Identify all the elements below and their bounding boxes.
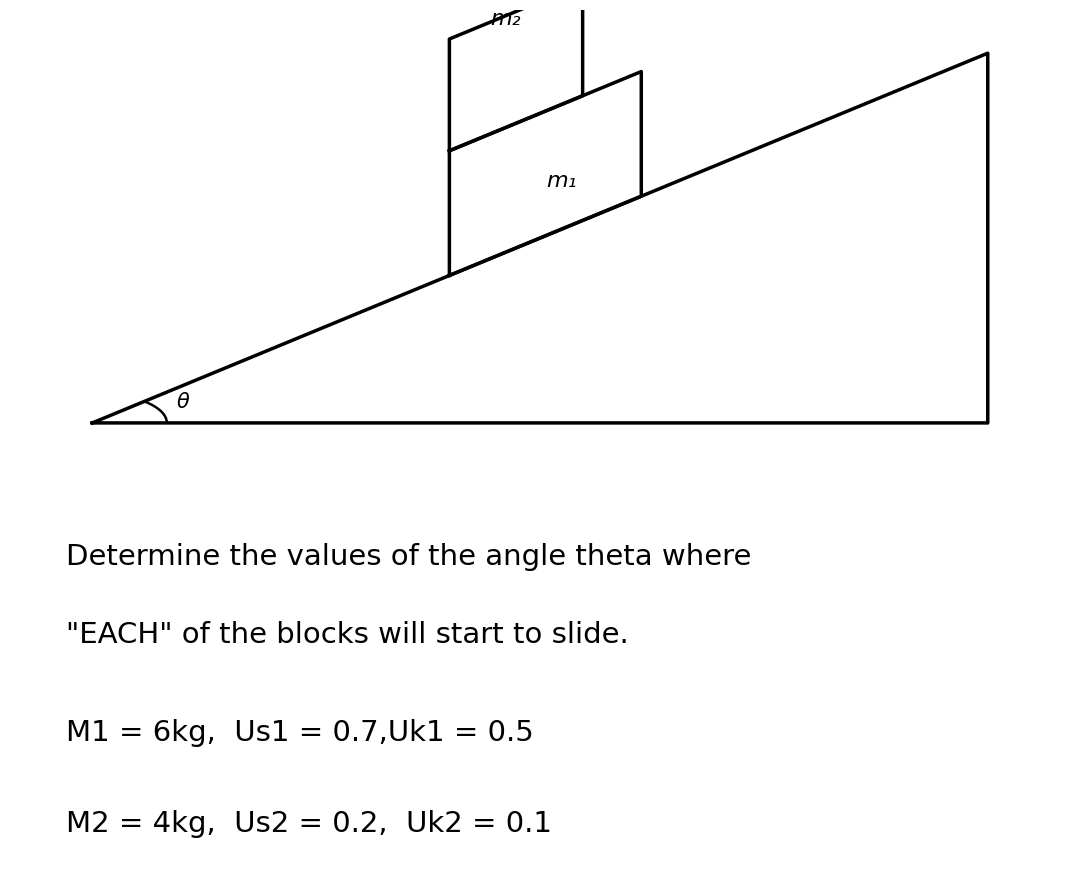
Text: m₁: m₁	[546, 170, 577, 190]
Text: θ: θ	[176, 392, 189, 412]
Text: m₂: m₂	[490, 9, 521, 28]
Text: M2 = 4kg,  Us2 = 0.2,  Uk2 = 0.1: M2 = 4kg, Us2 = 0.2, Uk2 = 0.1	[66, 809, 552, 837]
Text: M1 = 6kg,  Us1 = 0.7,Uk1 = 0.5: M1 = 6kg, Us1 = 0.7,Uk1 = 0.5	[66, 718, 534, 746]
Text: "EACH" of the blocks will start to slide.: "EACH" of the blocks will start to slide…	[66, 620, 629, 648]
Text: Determine the values of the angle theta where: Determine the values of the angle theta …	[66, 543, 751, 571]
